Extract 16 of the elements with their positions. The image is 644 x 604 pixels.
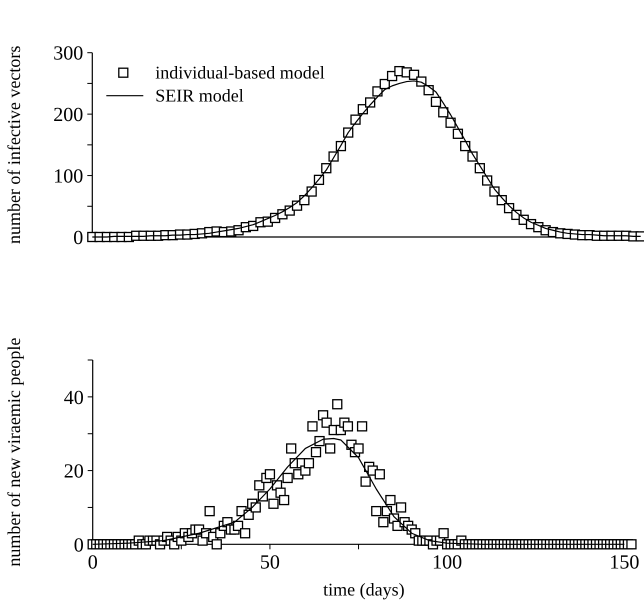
y-tick-label: 200 bbox=[53, 104, 84, 126]
legend-label: SEIR model bbox=[155, 86, 244, 106]
x-axis-title: time (days) bbox=[323, 579, 405, 600]
legend-label: individual-based model bbox=[155, 62, 325, 83]
y-tick-label: 40 bbox=[64, 386, 84, 409]
y-axis-title: number of new viraemic people bbox=[4, 338, 24, 567]
y-tick-label: 20 bbox=[64, 460, 84, 483]
y-tick-label: 0 bbox=[73, 227, 84, 249]
x-tick-label: 50 bbox=[260, 551, 280, 574]
y-axis-title: number of infective vectors bbox=[4, 46, 24, 244]
x-tick-label: 0 bbox=[88, 551, 98, 574]
y-tick-label: 0 bbox=[74, 534, 84, 556]
y-tick-label: 100 bbox=[53, 166, 84, 188]
x-tick-label: 150 bbox=[609, 551, 640, 574]
x-tick-label: 100 bbox=[432, 551, 462, 574]
y-tick-label: 300 bbox=[53, 42, 84, 65]
